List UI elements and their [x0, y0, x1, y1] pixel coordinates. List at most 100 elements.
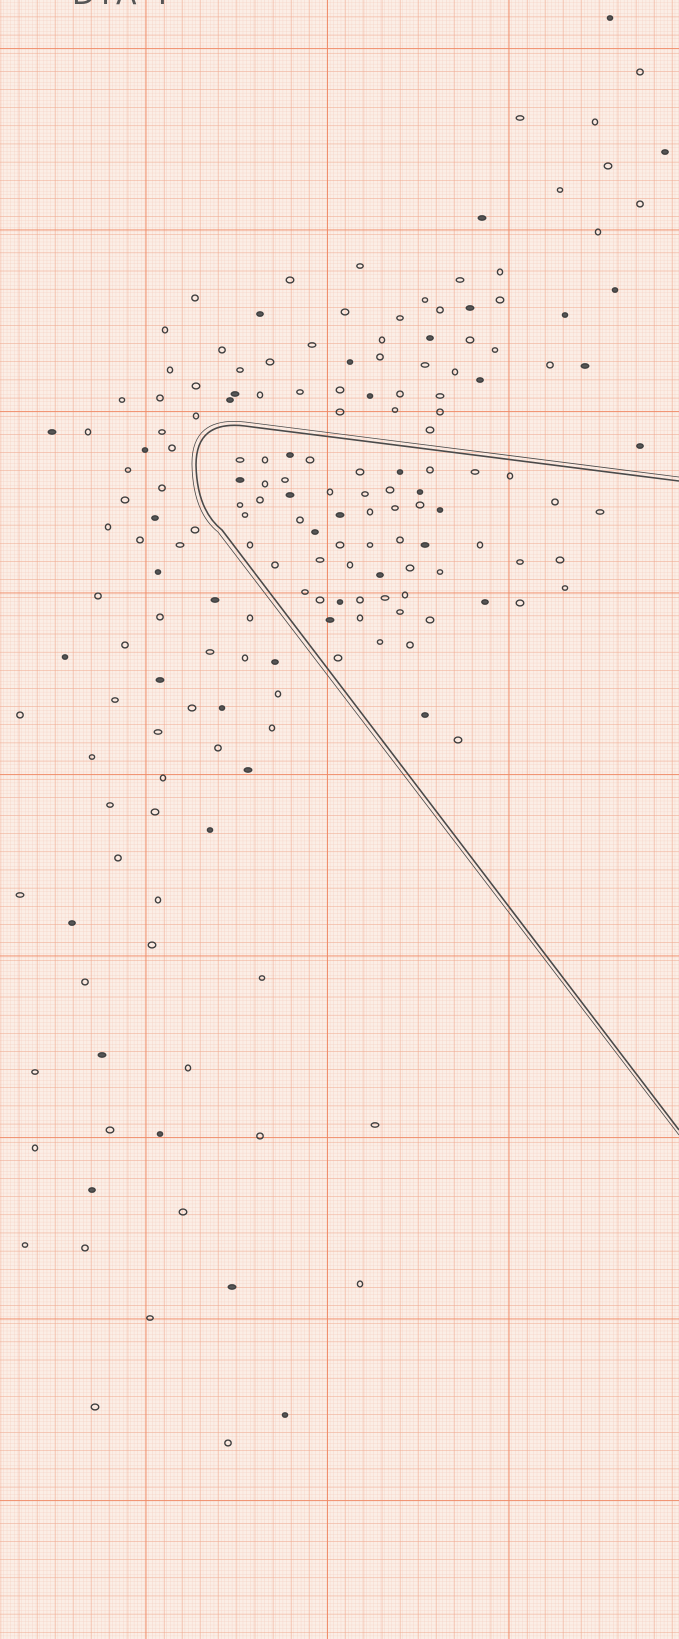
- dot: [396, 315, 404, 321]
- dot: [281, 1412, 289, 1418]
- dot: [421, 712, 429, 718]
- dot: [274, 690, 282, 698]
- dot: [258, 975, 266, 981]
- dot: [261, 456, 269, 464]
- dot: [256, 1132, 264, 1140]
- dot: [556, 187, 564, 193]
- dot: [396, 536, 404, 544]
- dot: [285, 492, 295, 498]
- dot: [236, 502, 244, 508]
- dot: [88, 1187, 96, 1193]
- dot: [335, 512, 345, 518]
- dot: [155, 677, 165, 683]
- dot: [111, 697, 119, 703]
- dot: [315, 596, 325, 604]
- dot: [396, 469, 404, 475]
- dot: [230, 391, 240, 397]
- dot: [120, 496, 130, 504]
- dot: [301, 589, 309, 595]
- dot: [401, 591, 409, 599]
- dot: [154, 896, 162, 904]
- dot: [256, 311, 264, 317]
- dot: [376, 572, 384, 578]
- dot: [391, 505, 399, 511]
- dot: [477, 215, 487, 221]
- dot: [265, 358, 275, 366]
- dot: [335, 408, 345, 416]
- dot: [385, 486, 395, 494]
- dots: [15, 15, 669, 1447]
- dot: [470, 469, 480, 475]
- dot: [356, 263, 364, 269]
- dot: [336, 599, 344, 605]
- dot: [90, 1403, 100, 1411]
- dot: [159, 774, 167, 782]
- dot: [436, 507, 444, 513]
- dot: [361, 491, 369, 497]
- dot: [256, 496, 264, 504]
- dot: [81, 978, 89, 986]
- curve-line: [191, 420, 679, 1136]
- dot: [356, 596, 364, 604]
- dot: [47, 429, 57, 435]
- dot: [243, 767, 253, 773]
- dot: [546, 361, 554, 369]
- dot: [268, 724, 276, 732]
- dot: [146, 1315, 154, 1321]
- dot: [465, 336, 475, 344]
- dot: [118, 397, 126, 403]
- dot: [555, 556, 565, 564]
- dot: [405, 564, 415, 572]
- dot: [261, 480, 269, 488]
- dot: [335, 541, 345, 549]
- dot: [68, 920, 76, 926]
- dot: [436, 306, 444, 314]
- dot: [236, 367, 244, 373]
- dot: [451, 368, 459, 376]
- dot: [396, 609, 404, 615]
- dot: [636, 443, 644, 449]
- dot: [346, 561, 354, 569]
- dot: [506, 472, 514, 480]
- dot: [396, 390, 404, 398]
- dot: [661, 149, 669, 155]
- dot: [296, 389, 304, 395]
- dot: [106, 802, 114, 808]
- dot: [335, 386, 345, 394]
- dot: [561, 585, 569, 591]
- dot: [84, 428, 92, 436]
- dot: [21, 1242, 29, 1248]
- dot: [271, 659, 279, 665]
- dot: [16, 711, 24, 719]
- dot: [636, 200, 644, 208]
- dot: [104, 523, 112, 531]
- dot: [141, 447, 149, 453]
- dot: [271, 561, 279, 569]
- dot: [376, 353, 384, 361]
- dot: [561, 312, 569, 318]
- dot: [206, 827, 214, 833]
- handwritten-label: DIA I: [72, 0, 173, 12]
- dot: [315, 557, 325, 563]
- dot: [184, 1064, 192, 1072]
- dot: [178, 1208, 188, 1216]
- dot: [594, 228, 602, 236]
- dot: [426, 466, 434, 474]
- dot: [455, 277, 465, 283]
- dot: [105, 1126, 115, 1134]
- dot: [426, 335, 434, 341]
- dot: [370, 1122, 380, 1128]
- dot: [346, 359, 354, 365]
- dot: [481, 599, 489, 605]
- dot: [218, 705, 226, 711]
- dot: [366, 508, 374, 516]
- dot: [333, 654, 343, 662]
- dot: [241, 654, 249, 662]
- dot: [150, 808, 160, 816]
- dot: [156, 613, 164, 621]
- dot: [515, 599, 525, 607]
- dot: [31, 1069, 39, 1075]
- dot: [15, 892, 25, 898]
- dot: [476, 541, 484, 549]
- dot: [380, 595, 390, 601]
